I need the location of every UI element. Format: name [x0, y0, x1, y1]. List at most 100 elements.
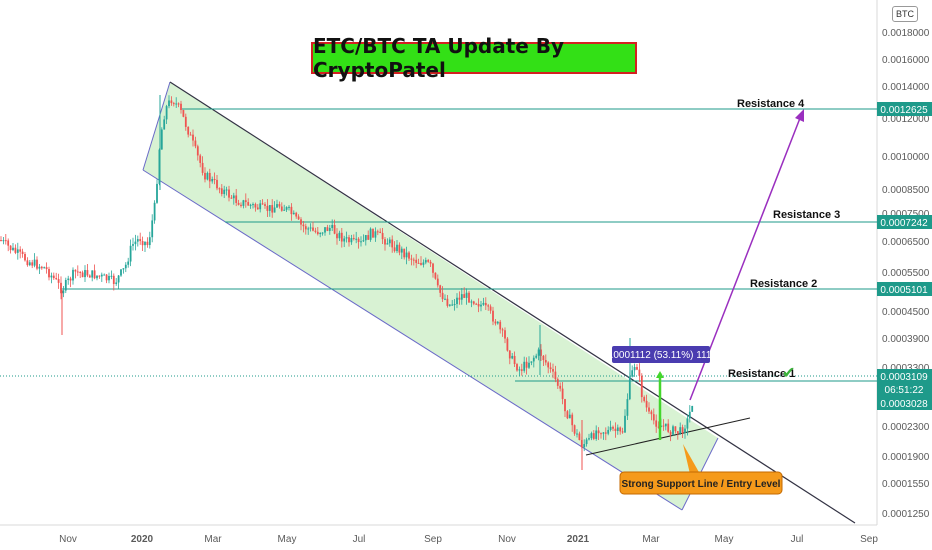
candle-body	[650, 411, 653, 415]
candle-body	[439, 285, 442, 293]
candle-body	[204, 172, 206, 180]
candle-body	[79, 271, 82, 273]
candle-body	[180, 103, 182, 111]
candle-body	[511, 355, 514, 359]
candle-body	[273, 207, 276, 213]
candle-body	[31, 262, 34, 266]
candle-body	[74, 269, 77, 272]
candle-body	[314, 230, 317, 232]
candle-body	[271, 205, 274, 213]
candle-body	[218, 188, 221, 190]
candle-body	[333, 224, 336, 234]
candle-body	[532, 357, 535, 362]
candle-body	[520, 369, 523, 371]
resistance-4-label: Resistance 4	[737, 98, 805, 110]
candle-body	[578, 433, 581, 441]
resistance-4-tag-bg	[877, 102, 932, 116]
candle-body	[302, 224, 305, 227]
unit-label: BTC	[892, 6, 918, 22]
candle-body	[194, 140, 197, 147]
candle-body	[12, 247, 14, 251]
candle-body	[372, 228, 374, 238]
resistance-2-label: Resistance 2	[750, 278, 817, 290]
candle-body	[60, 282, 62, 294]
candle-body	[91, 270, 94, 278]
candle-body	[208, 172, 211, 182]
candle-body	[230, 197, 233, 199]
candle-body	[297, 216, 300, 220]
candle-body	[129, 245, 132, 262]
candle-body	[523, 361, 526, 371]
candle-body	[679, 427, 682, 434]
candle-body	[465, 292, 468, 298]
candle-body	[141, 241, 144, 246]
candle-body	[501, 329, 504, 331]
candle-body	[247, 202, 250, 206]
candle-body	[144, 241, 146, 246]
y-tick-label: 0.0010000	[882, 152, 930, 163]
candle-body	[537, 349, 540, 356]
x-tick-label: Mar	[204, 534, 222, 545]
candle-body	[528, 362, 530, 368]
candle-body	[156, 183, 158, 203]
candle-body	[352, 238, 355, 240]
candle-body	[360, 241, 362, 243]
candle-body	[276, 204, 278, 208]
candle-body	[571, 414, 574, 426]
candle-body	[256, 207, 259, 210]
candle-body	[424, 260, 427, 263]
candle-body	[381, 232, 384, 240]
y-tick-label: 0.0016000	[882, 55, 930, 66]
candle-body	[237, 202, 240, 205]
candle-body	[300, 219, 302, 225]
resistance-1-label: Resistance 1	[728, 368, 795, 380]
candle-body	[518, 369, 521, 371]
candle-body	[576, 433, 578, 435]
candle-body	[132, 244, 134, 246]
candle-body	[331, 224, 334, 229]
candle-body	[564, 399, 566, 412]
candle-body	[448, 304, 451, 306]
candle-body	[192, 134, 194, 141]
candle-body	[98, 275, 101, 277]
candle-body	[422, 262, 425, 265]
candle-body	[535, 355, 538, 358]
candle-body	[403, 248, 406, 258]
resistance-4-tag: 0.0012625	[880, 105, 928, 116]
candle-body	[211, 179, 214, 182]
candle-body	[338, 232, 341, 239]
measurement-tag: 0.0001112 (53.11%) 1112	[605, 350, 717, 361]
candle-body	[4, 240, 7, 242]
candle-body	[640, 375, 643, 398]
x-tick-label: May	[278, 534, 297, 545]
candle-body	[295, 212, 298, 217]
candle-body	[662, 425, 665, 427]
candle-body	[583, 444, 586, 448]
candle-body	[43, 267, 46, 269]
candle-body	[460, 294, 463, 300]
candle-body	[540, 349, 542, 356]
candle-body	[542, 355, 545, 361]
candle-body	[288, 206, 290, 208]
candle-body	[585, 439, 588, 445]
candle-body	[40, 266, 43, 269]
candle-body	[309, 227, 312, 229]
candle-body	[420, 263, 422, 265]
candle-body	[504, 330, 506, 339]
candle-body	[283, 209, 286, 211]
candle-body	[124, 264, 127, 269]
candle-body	[148, 237, 151, 246]
candle-body	[52, 275, 55, 279]
y-tick-label: 0.0001550	[882, 479, 930, 490]
resistance-3-label: Resistance 3	[773, 209, 840, 221]
candle-body	[319, 232, 322, 235]
candle-body	[105, 274, 108, 281]
candle-body	[494, 321, 497, 324]
candle-body	[184, 116, 187, 127]
candle-body	[235, 195, 238, 203]
countdown-tag: 06:51:22	[885, 385, 924, 396]
candle-body	[681, 427, 684, 433]
candle-body	[636, 367, 638, 370]
candlestick-series	[0, 95, 694, 470]
